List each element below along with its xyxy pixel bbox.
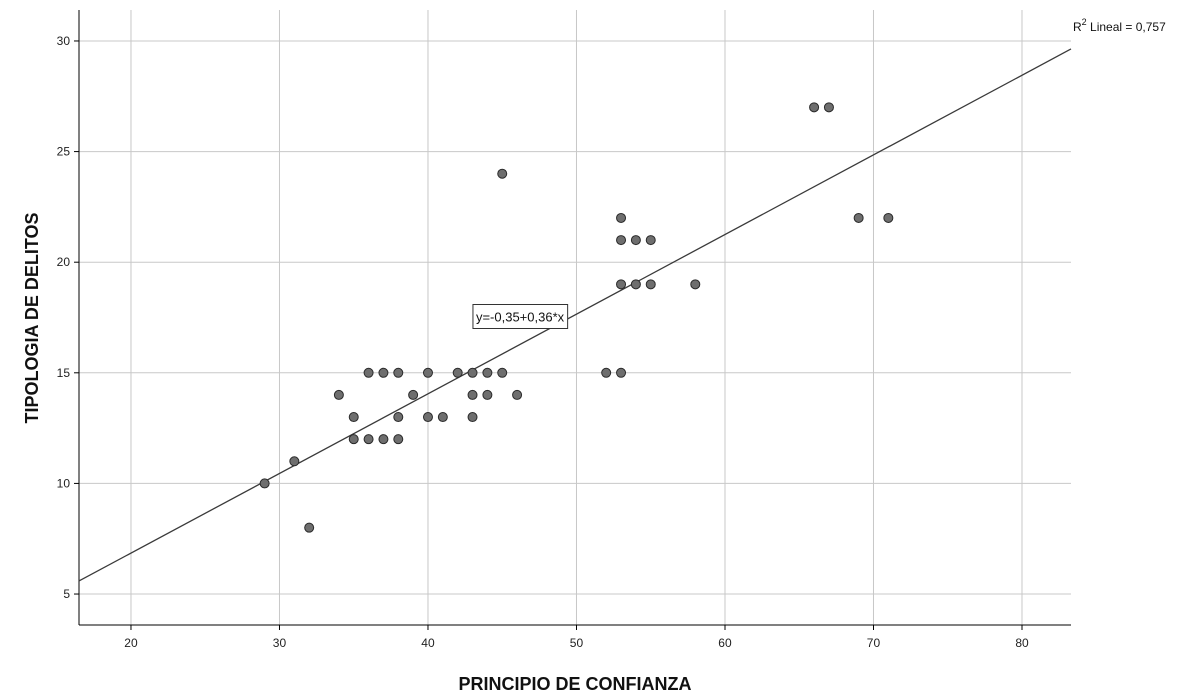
data-point (823, 102, 834, 113)
r-squared-prefix: R (1073, 20, 1082, 34)
data-point (467, 367, 478, 378)
y-axis-title: TIPOLOGIA DE DELITOS (22, 212, 42, 423)
data-point (378, 434, 389, 445)
y-tick-label: 10 (57, 476, 71, 490)
r-squared-label: R2 Lineal = 0,757 (1073, 17, 1166, 34)
x-tick-label: 40 (421, 636, 435, 650)
data-point (378, 367, 389, 378)
data-point (690, 279, 701, 290)
data-point (883, 212, 894, 223)
data-point (393, 434, 404, 445)
data-point (467, 389, 478, 400)
data-point (348, 412, 359, 423)
data-point (630, 235, 641, 246)
data-point (616, 235, 627, 246)
grid-lines (79, 10, 1071, 625)
y-tick-label: 5 (63, 587, 70, 601)
x-axis-title: PRINCIPIO DE CONFIANZA (458, 674, 691, 694)
fit-line-layer (78, 48, 1072, 582)
r-squared-superscript: 2 (1082, 17, 1087, 27)
data-point (437, 412, 448, 423)
r-squared-suffix: Lineal = 0,757 (1087, 20, 1166, 34)
data-point (853, 212, 864, 223)
x-tick-label: 30 (273, 636, 287, 650)
y-tick-label: 25 (57, 145, 71, 159)
data-point (809, 102, 820, 113)
axes: 20 30 40 50 60 70 80 5 10 15 20 25 30 (57, 10, 1071, 650)
equation-box (472, 304, 569, 329)
data-point (616, 279, 627, 290)
y-tick-label: 30 (57, 34, 71, 48)
data-point (422, 412, 433, 423)
data-point (408, 389, 419, 400)
data-point (363, 434, 374, 445)
x-tick-label: 60 (718, 636, 732, 650)
data-point (333, 389, 344, 400)
data-point (601, 367, 612, 378)
data-point (497, 168, 508, 179)
x-tick-label: 70 (867, 636, 881, 650)
x-tick-label: 50 (570, 636, 584, 650)
data-point (482, 367, 493, 378)
data-point (616, 212, 627, 223)
data-points (259, 102, 894, 533)
data-point (363, 367, 374, 378)
data-point (452, 367, 463, 378)
y-tick-label: 15 (57, 366, 71, 380)
data-point (348, 434, 359, 445)
data-point (422, 367, 433, 378)
data-point (630, 279, 641, 290)
data-point (482, 389, 493, 400)
data-point (497, 367, 508, 378)
x-tick-label: 20 (124, 636, 138, 650)
data-point (467, 412, 478, 423)
equation-label: y=-0,35+0,36*x (476, 310, 565, 325)
data-point (645, 279, 656, 290)
data-point (304, 522, 315, 533)
data-point (645, 235, 656, 246)
data-point (616, 367, 627, 378)
x-tick-label: 80 (1015, 636, 1029, 650)
regression-line (78, 48, 1072, 582)
labels: PRINCIPIO DE CONFIANZA TIPOLOGIA DE DELI… (22, 17, 1166, 694)
data-point (393, 412, 404, 423)
data-point (512, 389, 523, 400)
data-point (393, 367, 404, 378)
data-point (289, 456, 300, 467)
y-tick-label: 20 (57, 255, 71, 269)
data-point (259, 478, 270, 489)
